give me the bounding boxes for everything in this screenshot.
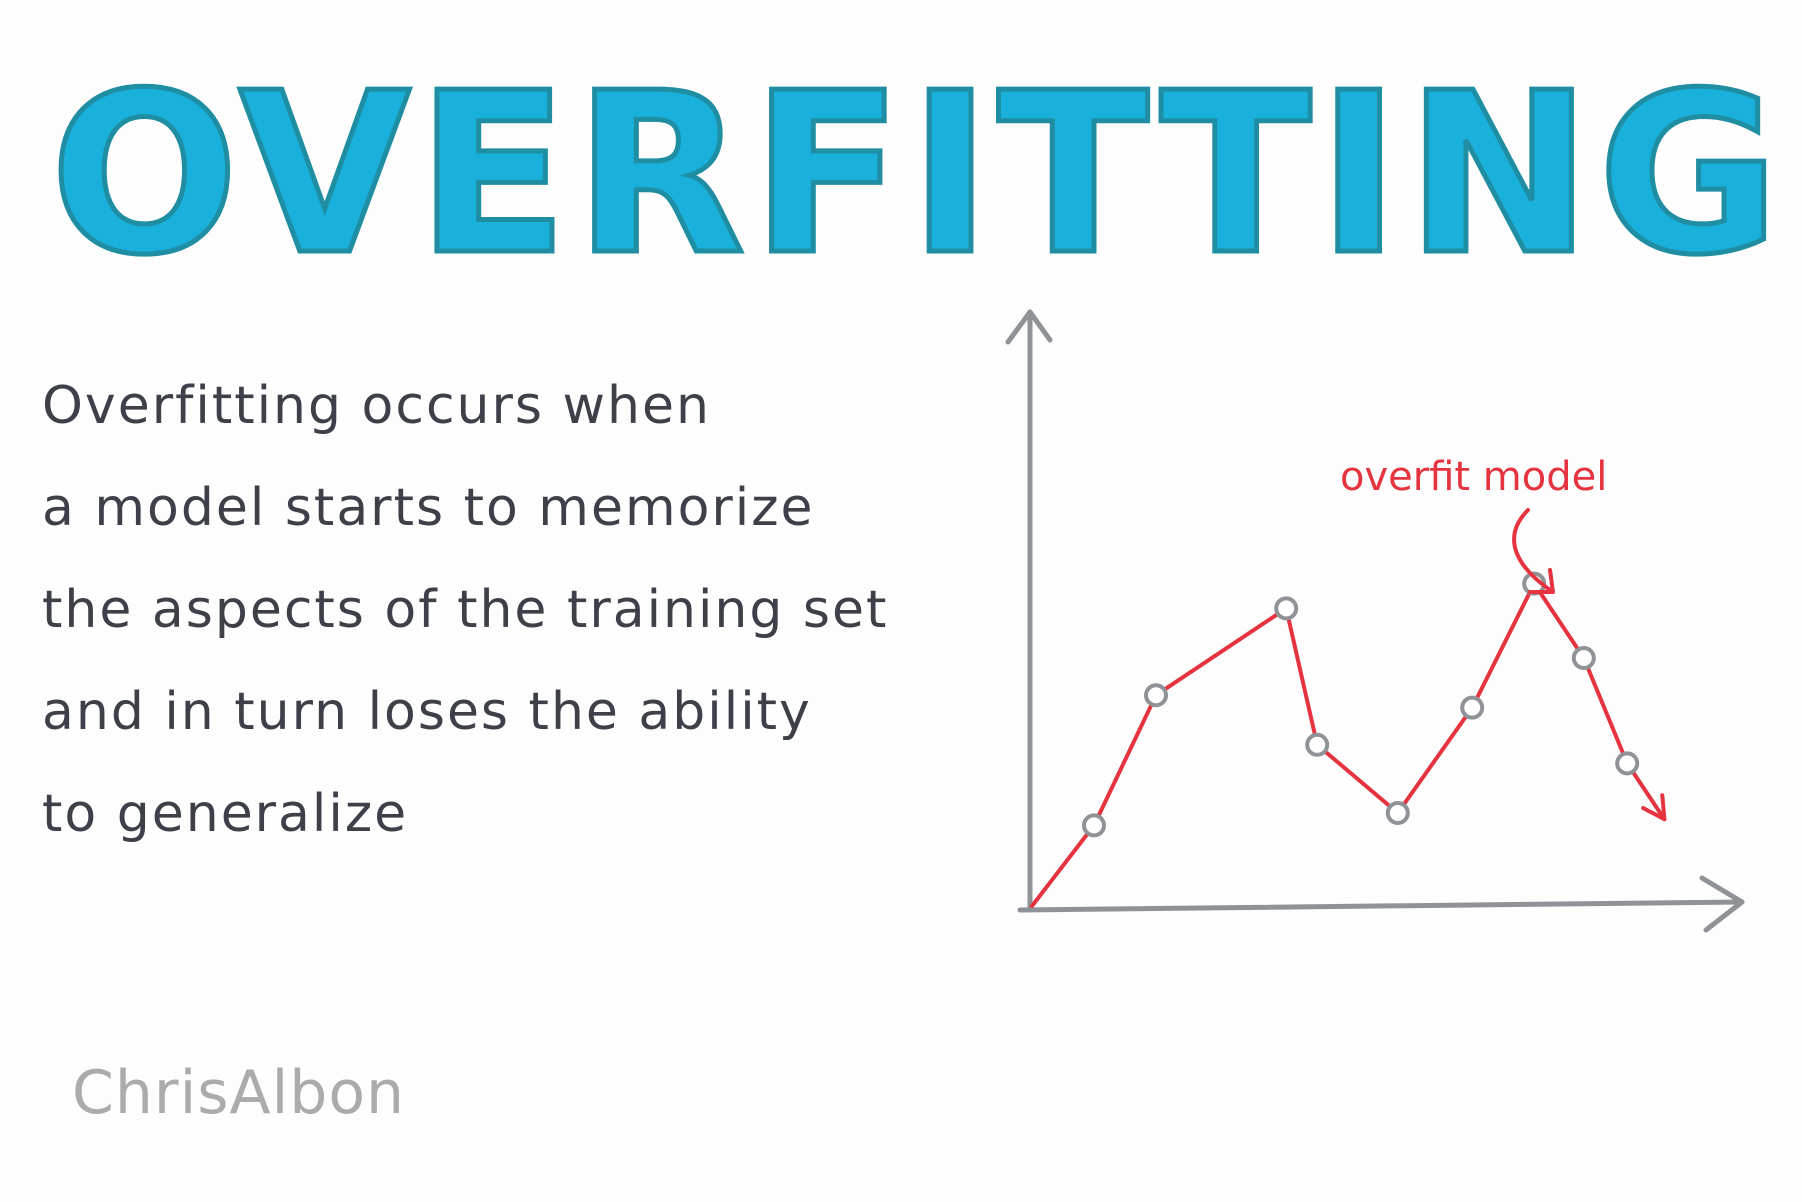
data-point: [1385, 801, 1410, 825]
data-point: [1460, 695, 1485, 720]
data-point: [1305, 732, 1330, 757]
x-axis-arrowhead: [1699, 875, 1745, 933]
definition-line-5: to generalize: [42, 784, 409, 844]
plot-area: [1030, 571, 1667, 908]
y-axis-arrowhead: [1005, 309, 1053, 345]
model-line: [1030, 581, 1667, 908]
data-point: [1571, 646, 1596, 670]
author-signature: ChrisAlbon: [72, 1058, 406, 1128]
definition-text: Overfitting occurs when a model starts t…: [42, 355, 1002, 865]
data-point: [1144, 683, 1168, 708]
annotation-label: overfit model: [1340, 454, 1607, 500]
x-axis: [1017, 899, 1745, 913]
annotation-arrowhead: [1528, 568, 1555, 594]
definition-line-1: Overfitting occurs when: [42, 376, 711, 436]
page-title: OVERFITTING: [48, 46, 1786, 304]
model-line-arrowhead: [1641, 793, 1667, 822]
data-point: [1082, 813, 1106, 838]
definition-line-2: a model starts to memorize: [42, 478, 815, 538]
definition-line-3: the aspects of the training set: [42, 580, 889, 640]
definition-line-4: and in turn loses the ability: [42, 682, 812, 742]
data-point: [1274, 596, 1299, 621]
data-point: [1615, 751, 1640, 776]
chart-axes: [1005, 309, 1745, 933]
annotation-arrow: [1512, 508, 1552, 592]
annotation-group: overfit model: [1340, 454, 1607, 594]
